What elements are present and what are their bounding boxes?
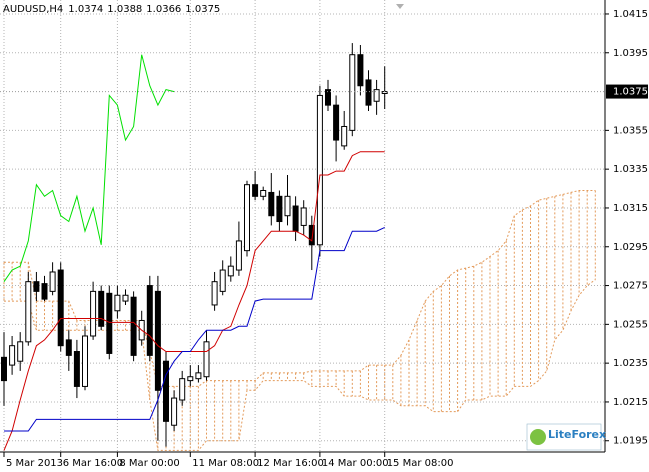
x-tick-label: 14 Mar 00:00 bbox=[322, 458, 389, 469]
y-tick-label: 1.0355 bbox=[613, 125, 648, 136]
logo-text: LiteForex bbox=[548, 428, 606, 441]
candle-body bbox=[333, 104, 340, 141]
candle-body bbox=[154, 290, 161, 391]
candle-body bbox=[325, 89, 331, 106]
candle-body bbox=[179, 378, 186, 401]
header-high: 1.0388 bbox=[107, 4, 142, 15]
candle-body bbox=[316, 94, 323, 246]
symbol: AUDUSD,H4 bbox=[3, 4, 63, 15]
kijun-line bbox=[4, 226, 385, 432]
candle-body bbox=[187, 376, 194, 382]
y-tick-label: 1.0315 bbox=[613, 203, 648, 214]
candle-body bbox=[49, 271, 56, 292]
candle-body bbox=[219, 269, 226, 292]
price-label: 1.0375 bbox=[613, 87, 648, 98]
header: AUDUSD,H4 1.0374 1.0388 1.0366 1.0375 bbox=[3, 4, 220, 15]
candle-body bbox=[203, 341, 210, 378]
logo-icon bbox=[530, 429, 546, 445]
candle-body bbox=[211, 281, 218, 306]
plot-clip bbox=[0, 43, 605, 451]
y-tick-label: 1.0195 bbox=[613, 436, 648, 447]
y-tick-label: 1.0395 bbox=[613, 48, 648, 59]
candle-body bbox=[300, 207, 307, 226]
candle-body bbox=[308, 224, 315, 246]
y-tick-label: 1.0335 bbox=[613, 164, 648, 175]
y-tick-label: 1.0215 bbox=[613, 397, 648, 408]
candle-body bbox=[227, 265, 234, 277]
y-tick-label: 1.0295 bbox=[613, 242, 648, 253]
candle-body bbox=[252, 184, 259, 197]
y-tick-label: 1.0415 bbox=[613, 9, 648, 20]
candle-body bbox=[276, 195, 283, 223]
x-tick-label: 11 Mar 08:00 bbox=[192, 458, 259, 469]
candle-body bbox=[341, 125, 348, 147]
logo: LiteForex bbox=[526, 423, 606, 451]
header-open: 1.0374 bbox=[68, 4, 103, 15]
senkou-a bbox=[4, 190, 596, 387]
candle-body bbox=[284, 195, 291, 217]
x-tick-label: 6 Mar 16:00 bbox=[63, 458, 123, 469]
candle-body bbox=[65, 339, 72, 356]
candle-body bbox=[365, 79, 372, 106]
candle-body bbox=[90, 290, 97, 337]
x-tick-label: 12 Mar 16:00 bbox=[257, 458, 324, 469]
candle-body bbox=[171, 397, 178, 426]
header-low: 1.0366 bbox=[146, 4, 181, 15]
candle-body bbox=[33, 281, 40, 292]
candle-body bbox=[244, 184, 250, 252]
candle-body bbox=[73, 351, 80, 387]
y-tick-label: 1.0235 bbox=[613, 358, 648, 369]
candle-body bbox=[57, 269, 64, 347]
price-label-box bbox=[606, 84, 648, 99]
candle-body bbox=[106, 292, 113, 354]
y-tick-label: 1.0255 bbox=[613, 319, 648, 330]
candle-body bbox=[235, 240, 242, 271]
candle-body bbox=[41, 283, 48, 300]
candle-body bbox=[122, 294, 129, 302]
candle-body bbox=[195, 372, 202, 380]
y-tick-label: 1.0275 bbox=[613, 281, 648, 292]
plot-layer bbox=[0, 0, 605, 452]
candle-body bbox=[163, 360, 169, 422]
candle-body bbox=[357, 54, 364, 87]
candle-body bbox=[98, 290, 105, 327]
candle-body bbox=[1, 356, 7, 382]
tenkan-line bbox=[3, 151, 385, 451]
x-tick-label: 8 Mar 00:00 bbox=[119, 458, 179, 469]
x-tick-label: 5 Mar 2013 bbox=[6, 458, 63, 469]
candle-body bbox=[268, 191, 275, 217]
candle-body bbox=[260, 189, 267, 197]
header-close: 1.0375 bbox=[185, 4, 220, 15]
candle-body bbox=[114, 294, 121, 312]
candle-body bbox=[146, 285, 153, 356]
candle-body bbox=[130, 296, 137, 356]
shift-marker bbox=[396, 4, 404, 9]
candle-body bbox=[25, 281, 32, 343]
chikou-line bbox=[3, 54, 175, 282]
candle-body bbox=[17, 341, 24, 362]
candle-body bbox=[9, 345, 16, 366]
candle-body bbox=[82, 335, 88, 387]
candle-body bbox=[373, 89, 380, 102]
senkou-b bbox=[4, 279, 596, 451]
x-tick-label: 15 Mar 08:00 bbox=[387, 458, 454, 469]
candle-body bbox=[349, 54, 356, 131]
candle-body bbox=[292, 205, 299, 232]
